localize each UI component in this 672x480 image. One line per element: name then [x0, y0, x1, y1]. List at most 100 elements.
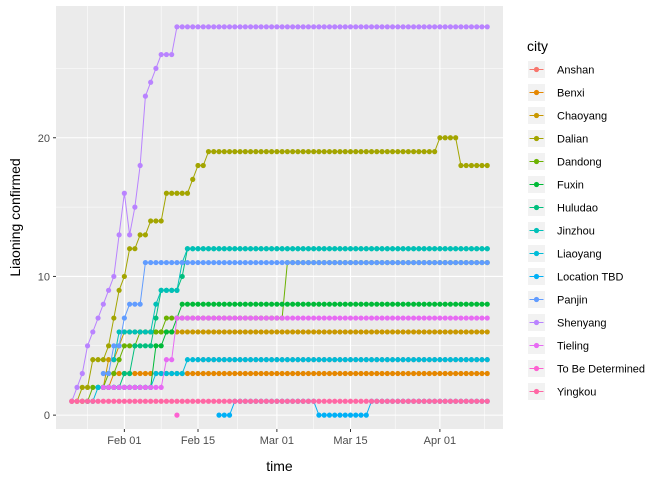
data-point	[468, 398, 475, 404]
data-point	[205, 149, 212, 155]
legend-key-point	[533, 227, 540, 234]
data-point	[200, 315, 206, 321]
data-point	[305, 329, 312, 335]
data-point	[205, 398, 212, 404]
legend-label: Huludao	[557, 203, 598, 215]
data-point	[153, 370, 159, 377]
data-point	[337, 370, 343, 377]
data-point	[174, 398, 180, 404]
data-point	[290, 301, 296, 307]
data-point	[179, 315, 185, 321]
y-axis: 0 10 20	[38, 133, 56, 422]
data-point	[400, 315, 406, 321]
data-point	[316, 301, 322, 307]
data-point	[221, 398, 227, 404]
data-point	[305, 149, 312, 155]
data-point	[90, 357, 96, 363]
data-point	[432, 259, 438, 266]
data-point	[237, 24, 243, 30]
data-point	[337, 301, 343, 307]
data-point	[253, 315, 259, 321]
data-point	[169, 315, 175, 321]
data-point	[148, 259, 154, 266]
data-point	[300, 357, 306, 363]
data-point	[332, 301, 338, 307]
data-point	[421, 301, 427, 307]
data-point	[337, 259, 343, 266]
data-point	[84, 384, 91, 390]
data-point	[158, 343, 164, 349]
legend-item-huludao: Huludao	[528, 199, 598, 216]
data-point	[479, 315, 485, 321]
data-point	[468, 357, 475, 363]
series-fuxin	[95, 301, 490, 390]
data-point	[274, 315, 280, 321]
data-point	[269, 301, 275, 307]
legend-key-point	[533, 204, 540, 211]
legend-key-point	[533, 319, 540, 326]
data-point	[100, 398, 106, 404]
data-point	[269, 24, 275, 30]
data-point	[169, 190, 175, 196]
data-point	[395, 24, 401, 30]
data-point	[295, 398, 301, 404]
data-point	[121, 398, 127, 404]
data-point	[295, 370, 301, 377]
data-point	[237, 357, 243, 363]
data-point	[226, 398, 233, 404]
data-point	[416, 329, 422, 335]
data-point	[458, 398, 464, 404]
data-point	[290, 370, 296, 377]
data-point	[232, 24, 238, 30]
data-point	[242, 301, 248, 307]
data-point	[389, 259, 396, 266]
data-point	[353, 412, 359, 418]
legend-item-fuxin: Fuxin	[528, 176, 584, 193]
data-point	[111, 315, 117, 321]
data-point	[174, 412, 180, 418]
y-tick-label: 0	[44, 410, 50, 422]
data-point	[374, 301, 380, 307]
data-point	[311, 357, 317, 363]
data-point	[163, 315, 170, 321]
data-point	[384, 24, 390, 30]
data-point	[368, 357, 375, 363]
data-point	[169, 357, 175, 363]
data-point	[332, 24, 338, 30]
legend-key-point	[533, 158, 540, 165]
data-point	[232, 357, 238, 363]
data-point	[311, 398, 317, 404]
data-point	[153, 343, 159, 349]
data-point	[211, 149, 217, 155]
data-point	[400, 398, 406, 404]
data-point	[453, 315, 459, 321]
data-point	[121, 329, 127, 335]
data-point	[479, 370, 485, 377]
data-point	[432, 329, 438, 335]
data-point	[326, 398, 333, 404]
data-point	[384, 370, 390, 377]
data-point	[400, 301, 406, 307]
data-point	[463, 24, 469, 30]
legend-item-dalian: Dalian	[528, 130, 588, 147]
data-point	[353, 259, 359, 266]
data-point	[169, 51, 175, 58]
data-point	[274, 329, 280, 335]
data-point	[200, 259, 206, 266]
data-point	[253, 357, 259, 363]
data-point	[342, 357, 348, 363]
data-point	[158, 51, 164, 58]
data-point	[395, 357, 401, 363]
data-point	[347, 301, 354, 307]
data-point	[332, 315, 338, 321]
series-tieling	[100, 315, 490, 390]
data-point	[263, 370, 269, 377]
data-point	[437, 357, 443, 363]
data-point	[174, 315, 180, 321]
series-jinzhou	[111, 246, 490, 363]
legend: city Anshan Benxi Chaoyang Dalian Dandong Fux…	[527, 38, 645, 400]
data-point	[200, 24, 206, 30]
data-point	[232, 149, 238, 155]
data-point	[300, 246, 306, 252]
data-point	[384, 149, 390, 155]
